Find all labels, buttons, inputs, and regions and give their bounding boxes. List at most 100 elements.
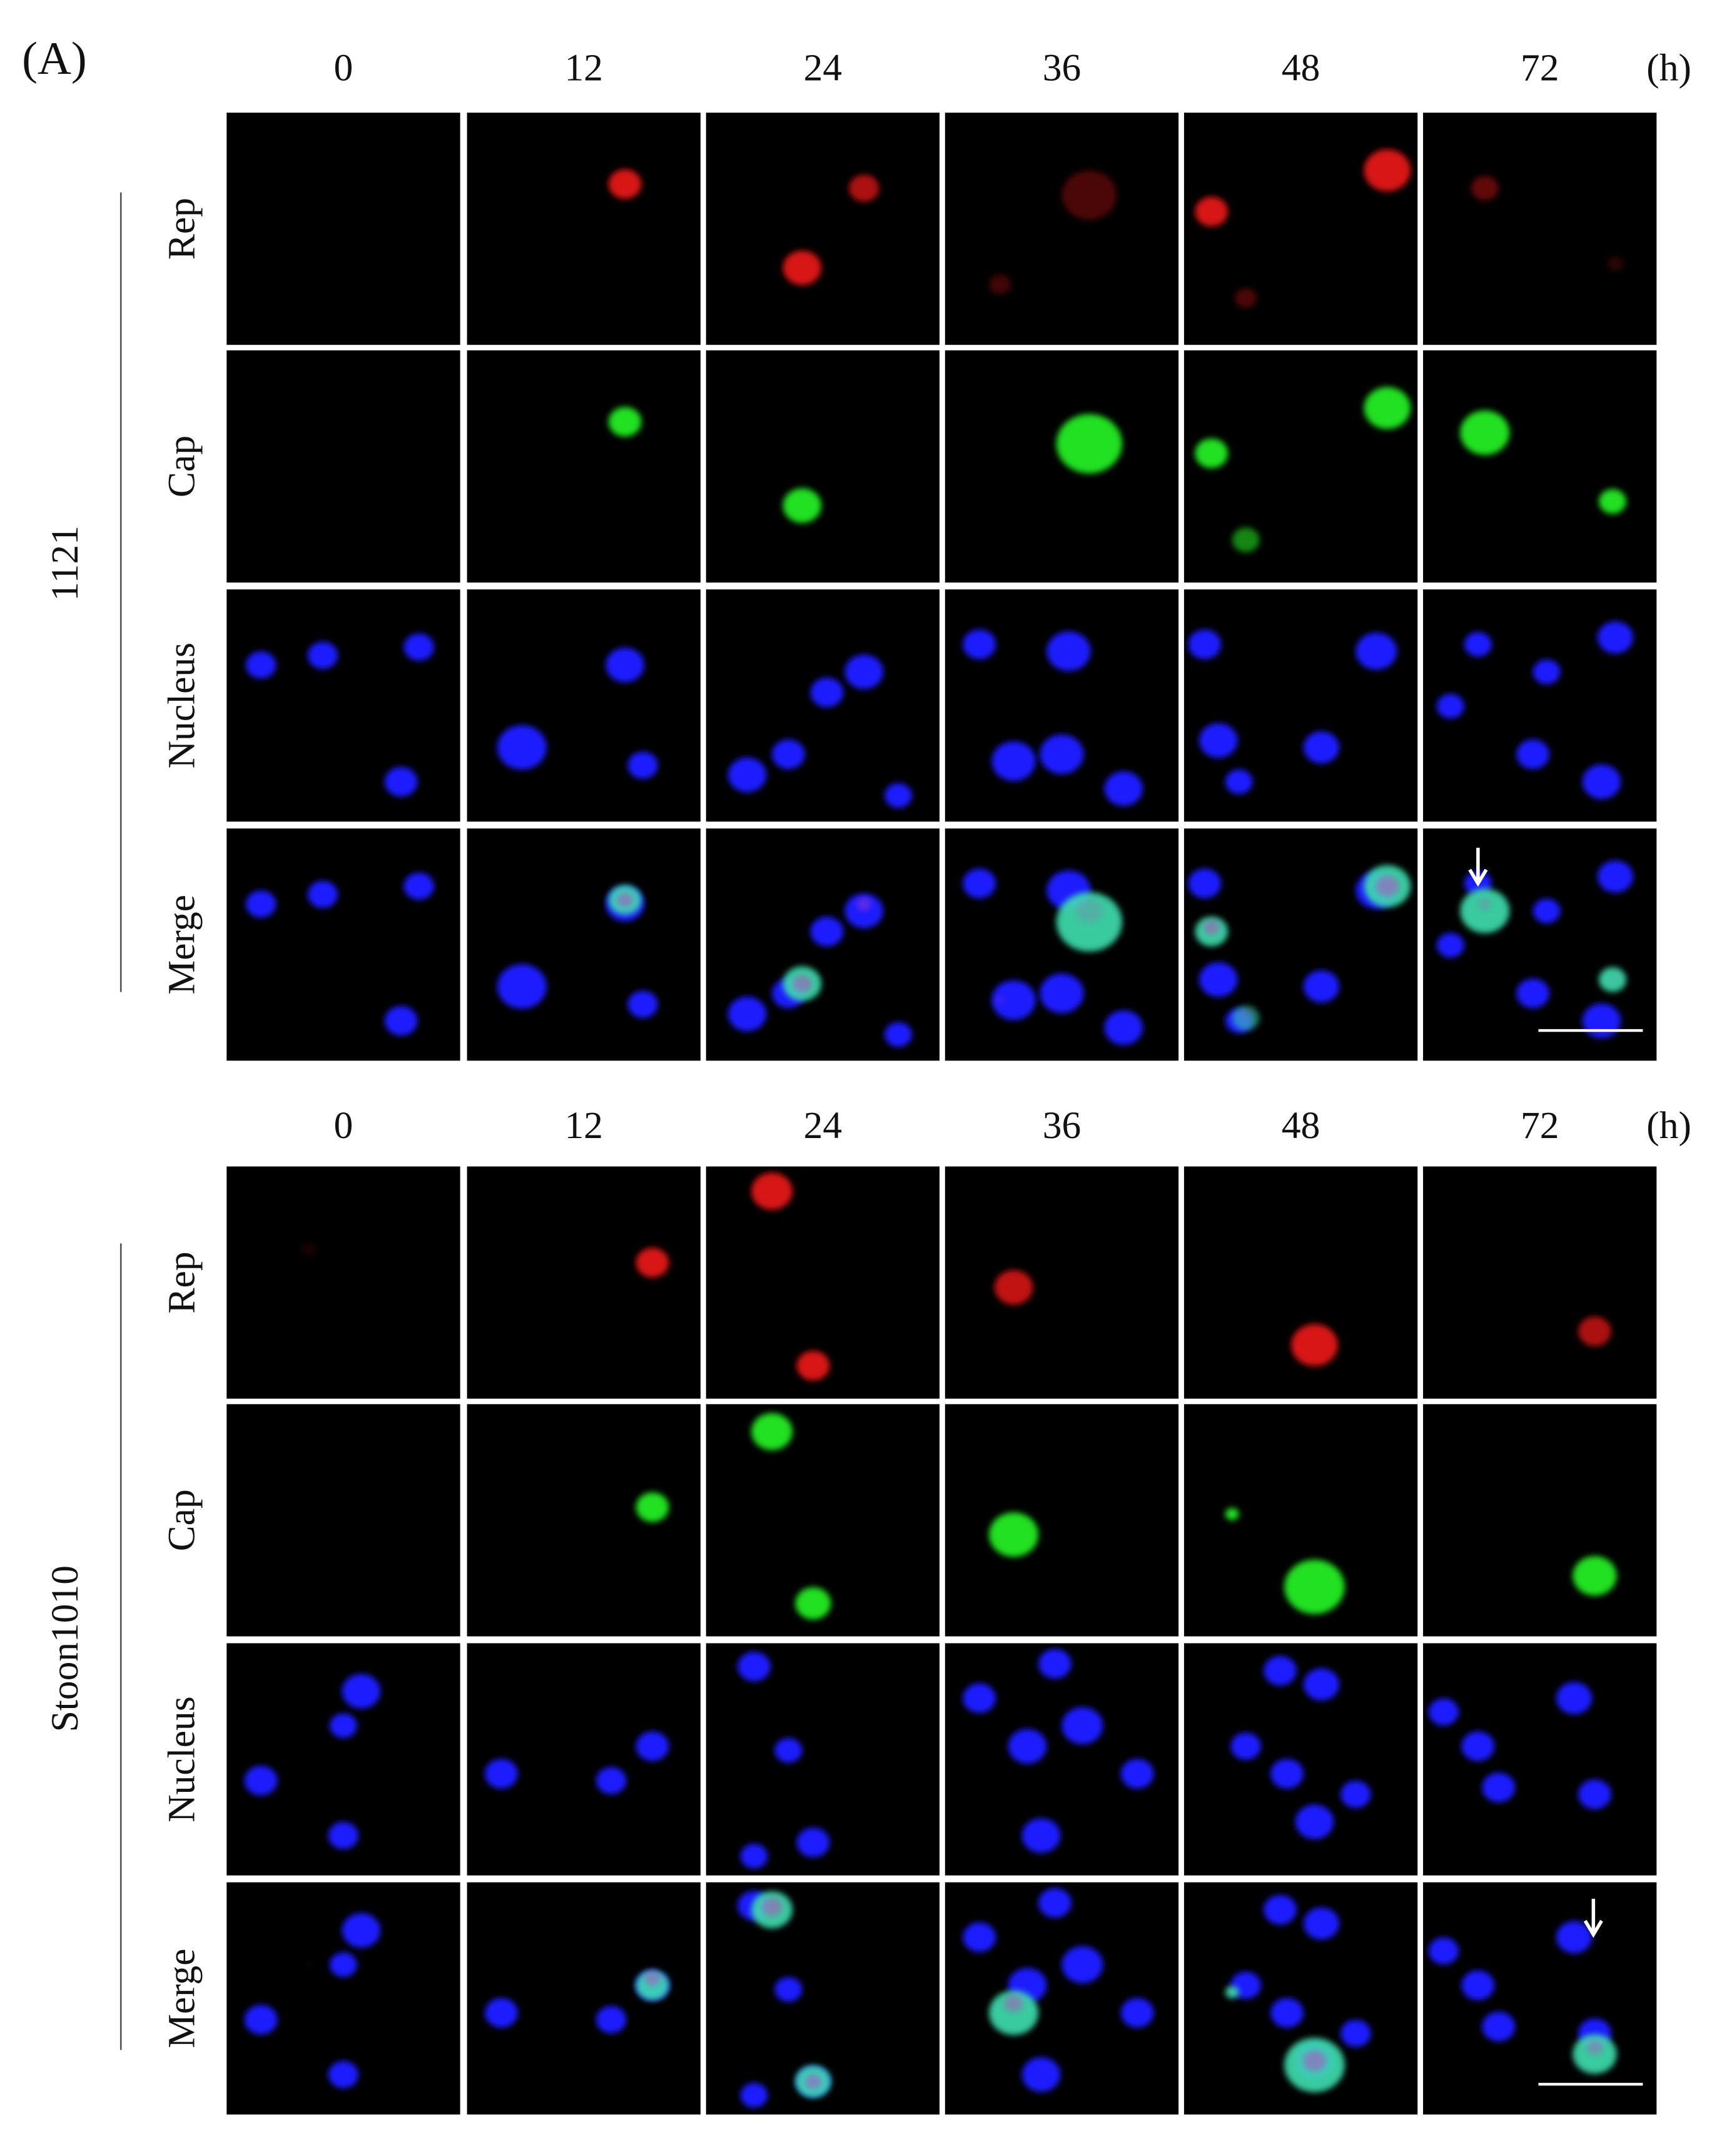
cell-signal (1460, 888, 1510, 933)
micrograph (608, 407, 642, 437)
cell-signal (1075, 898, 1103, 923)
micrograph (994, 1270, 1033, 1305)
row-label: Rep (161, 198, 203, 260)
cell-signal (1304, 731, 1340, 764)
micrograph (1291, 1324, 1338, 1366)
cell-signal (994, 995, 1006, 1005)
image-tile (467, 1166, 701, 1399)
cell-signal (330, 1952, 357, 1978)
micrograph (244, 1674, 381, 1849)
figure-label: (A) (22, 33, 87, 84)
image-tile (467, 1643, 701, 1876)
cell-signal (849, 175, 879, 202)
row-label: Nucleus (161, 643, 203, 768)
cell-signal (1120, 1998, 1154, 2028)
cell-signal (1556, 1682, 1593, 1714)
image-tile (226, 1404, 460, 1637)
cell-signal (1428, 1937, 1459, 1965)
cell-signal (1607, 256, 1624, 272)
cell-signal (844, 893, 884, 928)
cell-signal (307, 641, 338, 669)
cell-signal (1556, 1921, 1593, 1954)
image-tile (945, 1166, 1179, 1399)
cell-signal (991, 980, 1036, 1020)
cell-signal (300, 1241, 318, 1257)
cell-signal (497, 964, 547, 1009)
row-label: Rep (161, 1251, 203, 1313)
micrograph (497, 885, 658, 1019)
micrograph (963, 1888, 1154, 2092)
micrograph (1428, 1682, 1611, 1809)
cell-signal (636, 1731, 669, 1761)
cell-signal (1599, 489, 1627, 514)
cell-signal (796, 1828, 830, 1858)
image-tile (467, 1882, 701, 2115)
micrograph (963, 1649, 1154, 1853)
cell-signal (1437, 693, 1464, 719)
cell-signal (1375, 875, 1399, 897)
cell-signal (1578, 1779, 1611, 1809)
micrograph (737, 1891, 831, 2108)
image-tile (945, 1643, 1179, 1876)
image-tile (467, 113, 701, 345)
image-tile (1423, 1882, 1657, 2115)
micrograph (485, 1970, 669, 2033)
cell-signal (884, 783, 913, 808)
cell-signal (795, 1587, 831, 1620)
cell-signal (1284, 1559, 1345, 1614)
cell-signal (1516, 979, 1550, 1009)
cell-signal (1225, 1508, 1239, 1520)
image-tile (706, 113, 940, 345)
micrograph (497, 648, 658, 779)
cell-signal (403, 633, 434, 661)
cell-signal (1461, 1970, 1495, 2000)
cell-signal (1532, 898, 1561, 923)
image-tile (1183, 1643, 1418, 1876)
micrograph (783, 488, 822, 523)
cell-signal (305, 1961, 313, 1969)
time-label: 72 (1521, 46, 1559, 89)
cell-signal (884, 1022, 913, 1047)
cell-signal (384, 1005, 418, 1036)
cell-signal (1270, 1998, 1304, 2028)
image-tile (706, 350, 940, 583)
micrograph (1195, 387, 1411, 552)
cell-signal (774, 1977, 803, 2002)
cell-signal (751, 1413, 793, 1450)
cell-signal (636, 1492, 669, 1522)
time-label: 36 (1043, 46, 1081, 89)
cell-signal (1104, 771, 1143, 806)
cell-signal (1270, 1759, 1304, 1789)
cell-signal (1516, 739, 1550, 770)
image-tile (1183, 113, 1418, 345)
cell-signal (644, 1971, 661, 1986)
cell-signal (989, 274, 1011, 295)
cell-signal (1040, 974, 1084, 1014)
row-label: Merge (161, 895, 203, 994)
cell-signal (737, 1652, 771, 1682)
cell-signal (994, 1270, 1033, 1305)
cell-signal (1061, 1946, 1103, 1983)
cell-signal (1461, 1731, 1495, 1761)
cell-signal (1061, 1707, 1103, 1744)
cell-signal (1460, 410, 1510, 455)
cell-signal (1203, 920, 1220, 935)
cell-signal (796, 1351, 830, 1381)
cell-signal (1038, 1649, 1071, 1679)
image-tile (226, 113, 460, 345)
cell-signal (751, 1172, 793, 1210)
cell-signal (963, 868, 996, 898)
micrograph (300, 1241, 318, 1257)
cell-signal (1199, 723, 1238, 758)
cell-signal (1291, 1324, 1338, 1366)
cell-signal (244, 1766, 278, 1796)
cell-signal (1021, 2057, 1061, 2092)
micrograph (636, 1492, 669, 1522)
image-tile (945, 589, 1179, 822)
time-label: 12 (565, 46, 603, 89)
micrograph (963, 868, 1143, 1045)
cell-signal (989, 1990, 1039, 2035)
micrograph (246, 633, 434, 797)
cell-signal (1295, 1804, 1334, 1839)
image-tile (226, 1166, 460, 1399)
